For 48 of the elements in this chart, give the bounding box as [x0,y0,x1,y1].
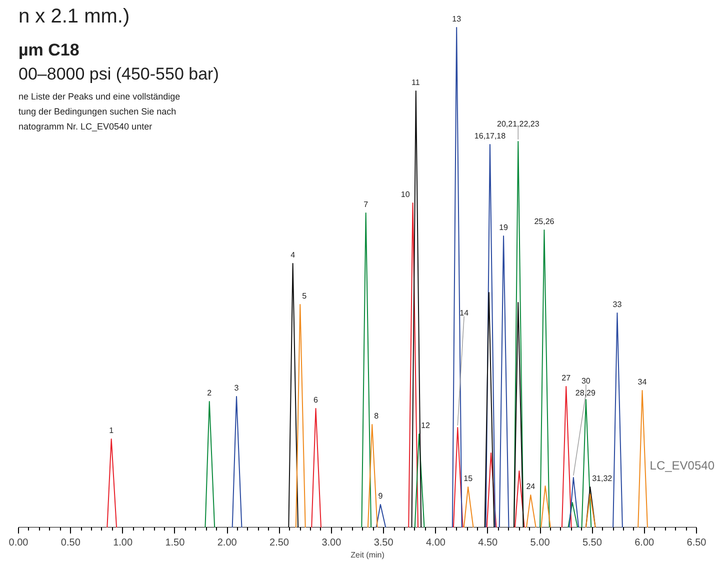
x-tick-label: 4.00 [426,538,446,548]
x-tick-label: 5.50 [582,538,602,548]
annotation: 2 [207,388,212,398]
x-tick-label: 3.50 [374,538,394,548]
annotation: 16,17,18 [474,132,506,141]
annotation: 1 [109,426,114,436]
x-tick-label: 2.00 [217,538,238,548]
annotation: 14 [460,308,470,318]
x-axis-title: Zeit (min) [350,550,385,560]
annotation: 20,21,22,23 [497,120,540,129]
annotation: 7 [364,200,369,210]
annotation: 28,29 [575,388,596,398]
annotation: 8 [374,412,380,421]
x-tick-label: 0.50 [60,538,81,548]
annotation: 13 [452,14,462,24]
x-tick-label: 6.50 [686,538,707,548]
x-tick-label: 6.00 [634,538,655,548]
annotation: 25,26 [534,217,555,226]
annotation: 9 [378,492,384,501]
annotation: 4 [290,250,296,260]
annotation: 31,32 [592,474,613,484]
annotation: natogramm Nr. LC_EV0540 unter [18,122,152,132]
annotation: ne Liste der Peaks und eine vollständige [18,92,180,102]
annotation: 24 [526,482,536,492]
annotation: 3 [234,384,240,393]
annotation: LC_EV0540 [650,458,715,472]
annotation: 34 [638,378,648,387]
annotation: 15 [464,474,474,484]
annotation: 10 [400,190,410,200]
x-tick-label: 1.50 [165,538,186,548]
annotation: 00–8000 psi (450-550 bar) [18,64,219,84]
annotation: 30 [581,376,591,386]
text: µm C18 [18,40,80,60]
annotation: 11 [411,78,420,88]
annotation: 19 [499,223,509,232]
x-tick-label: 3.00 [322,538,342,548]
annotation: tung der Bedingungen suchen Sie nach [18,106,176,116]
annotation: 33 [612,300,622,310]
x-tick-label: 1.00 [113,538,133,548]
annotation: 27 [562,374,572,383]
annotation: 5 [302,292,308,301]
x-tick-label: 5.00 [530,538,550,548]
x-tick-label: 2.50 [270,538,290,548]
annotation: 12 [421,421,430,430]
x-tick-label: 4.50 [478,538,498,548]
x-tick-label: 0.00 [8,538,29,548]
annotation: 6 [314,396,319,405]
chart-title: n x 2.1 mm.) [18,6,130,28]
